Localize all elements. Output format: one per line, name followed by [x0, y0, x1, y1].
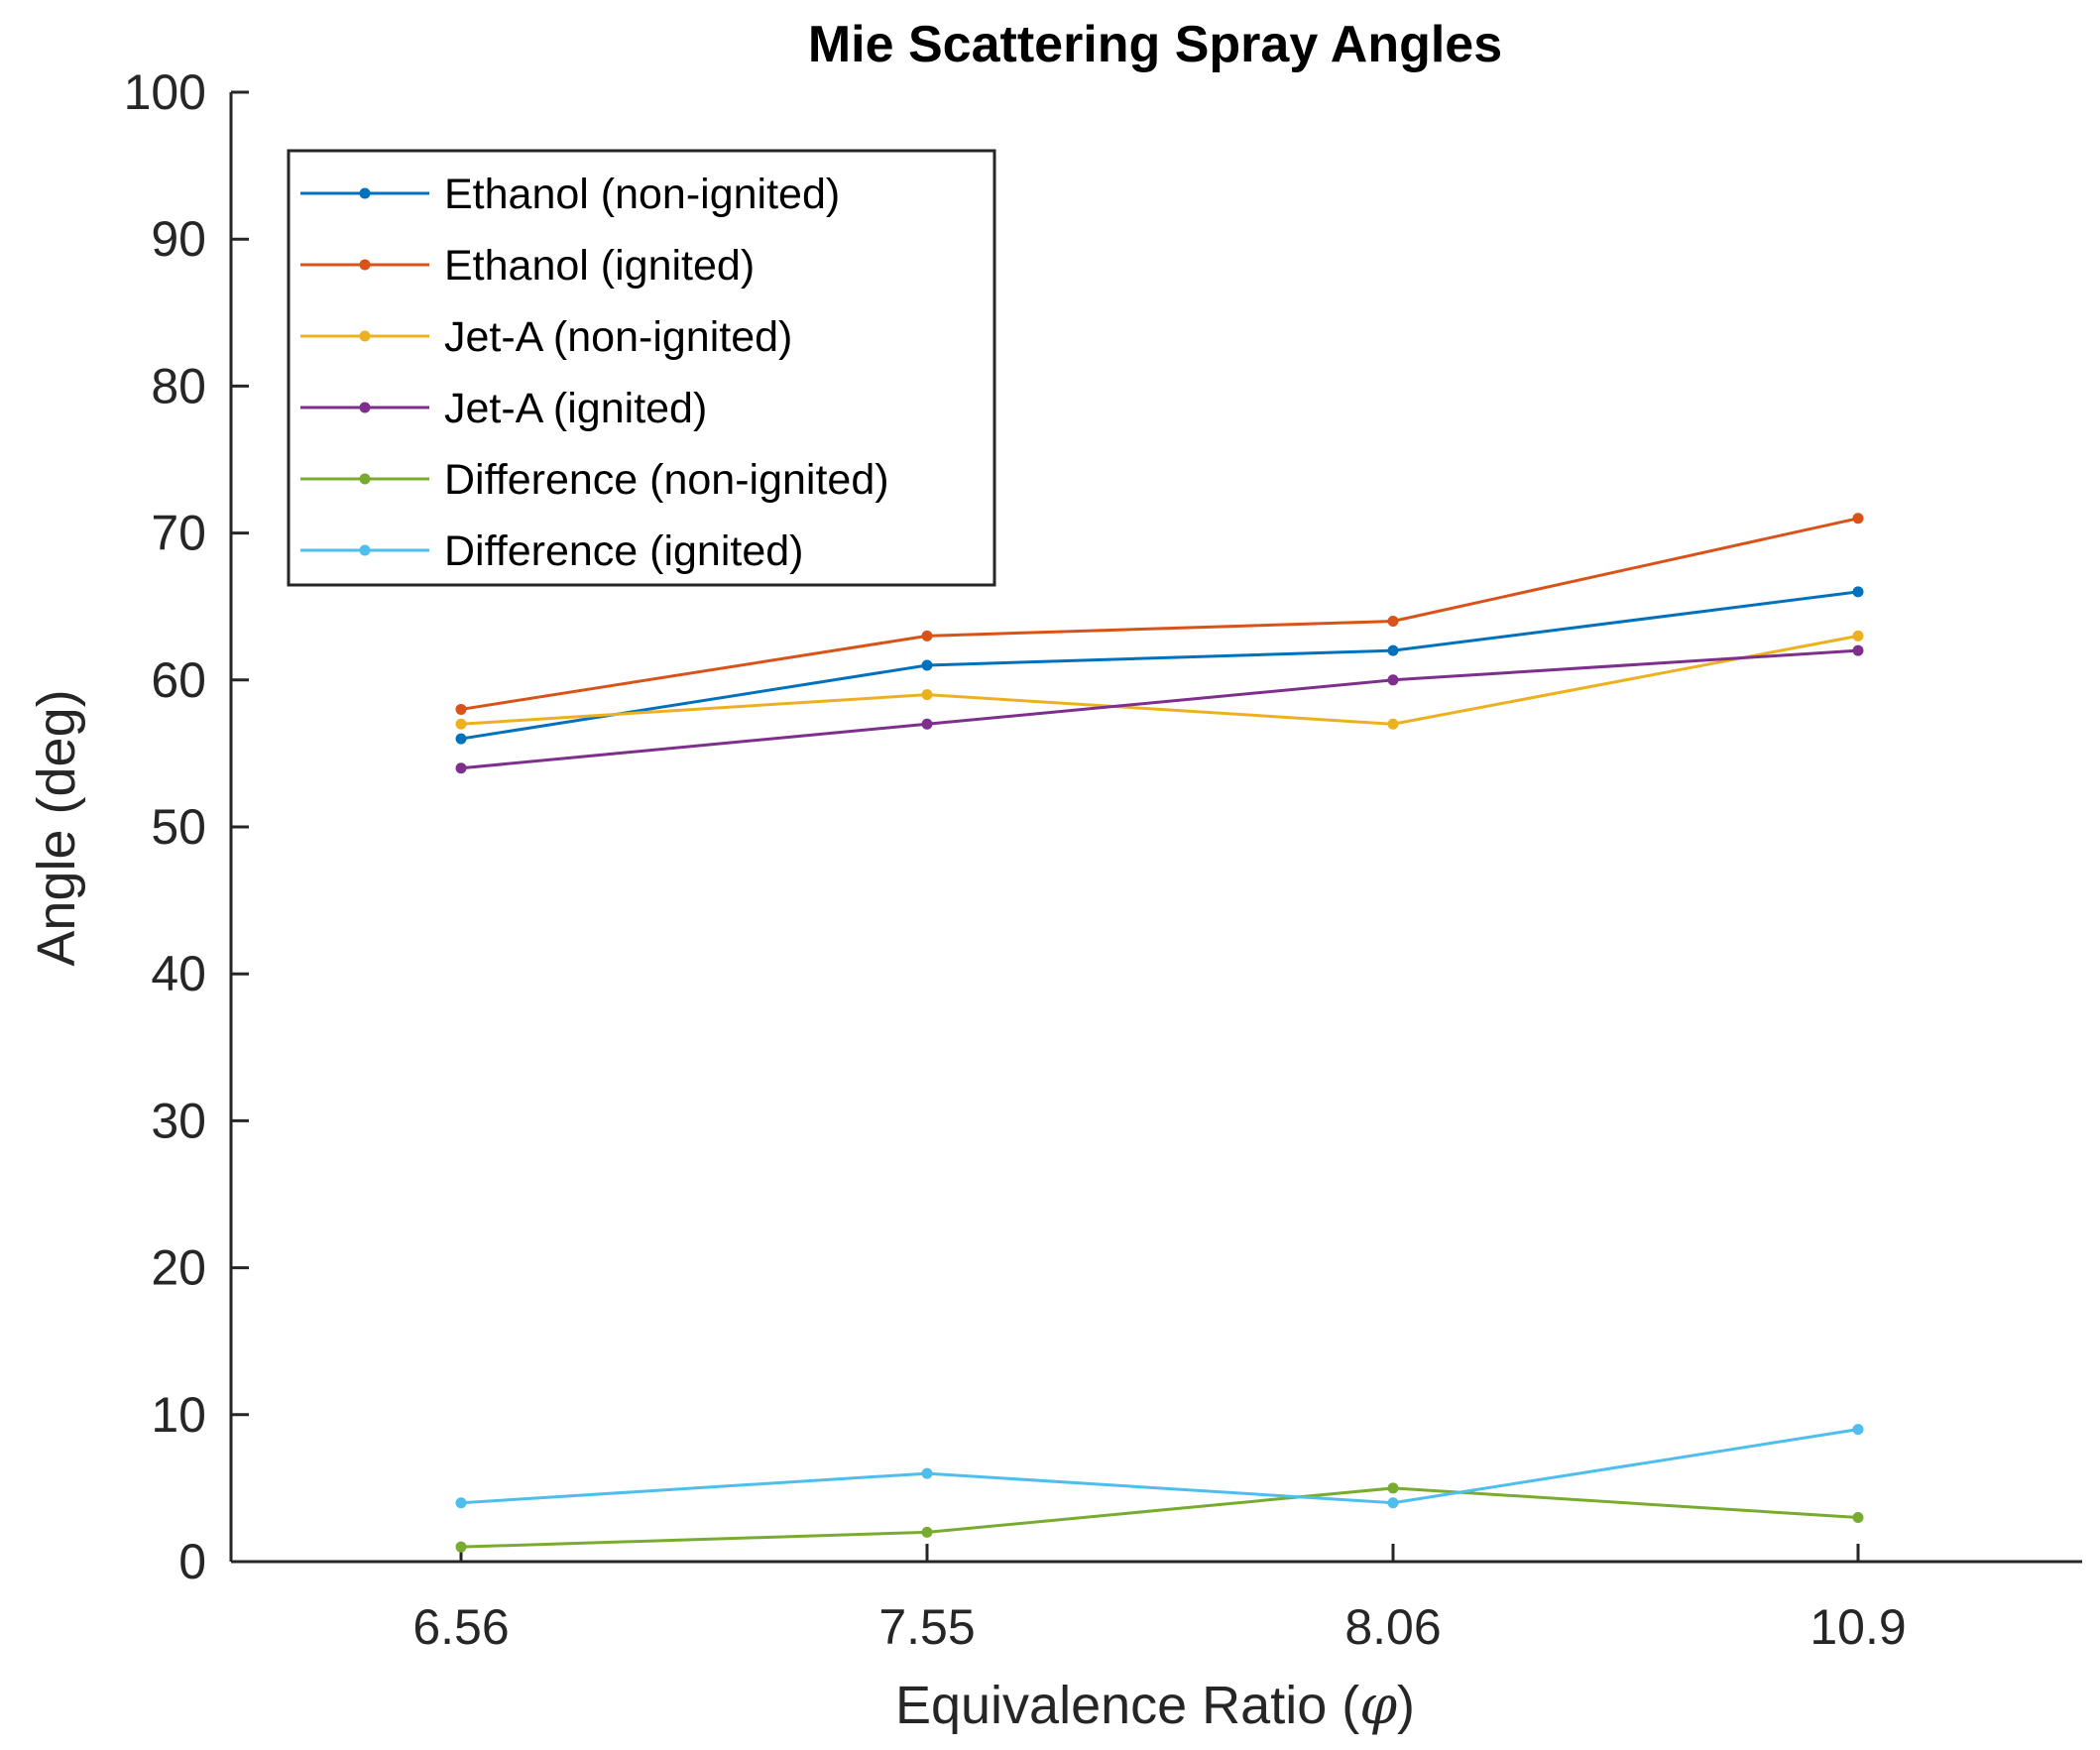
- series-line: [460, 648, 1859, 770]
- y-tick-label: 10: [151, 1387, 206, 1443]
- legend-swatch-marker: [359, 544, 371, 556]
- y-tick-label: 30: [151, 1093, 206, 1148]
- data-point: [1852, 1512, 1864, 1524]
- series-6: [455, 1424, 1864, 1509]
- series-5: [455, 1482, 1864, 1553]
- data-point: [921, 659, 933, 671]
- x-tick-label: 10.9: [1809, 1599, 1906, 1655]
- legend-label: Jet-A (non-ignited): [444, 313, 792, 361]
- series-line: [460, 1428, 1859, 1505]
- data-point: [921, 1526, 933, 1538]
- x-axis-label-suffix: ): [1397, 1676, 1415, 1735]
- series-2: [455, 513, 1864, 715]
- y-tick-label: 90: [151, 211, 206, 267]
- y-tick-label: 80: [151, 358, 206, 413]
- data-point: [455, 1541, 467, 1553]
- x-axis-ticks: 6.56 7.55 8.06 10.9: [412, 1544, 1907, 1655]
- series-line: [460, 634, 1859, 726]
- data-point: [455, 1497, 467, 1509]
- data-point: [455, 703, 467, 715]
- legend-label: Difference (non-ignited): [444, 456, 889, 504]
- legend-label: Ethanol (non-ignited): [444, 171, 840, 218]
- series-1: [455, 586, 1864, 745]
- data-point: [1852, 513, 1864, 525]
- legend-item: Ethanol (ignited): [300, 242, 755, 290]
- legend-swatch-marker: [359, 187, 371, 199]
- legend-item: Ethanol (non-ignited): [300, 171, 840, 218]
- legend-swatch-marker: [359, 330, 371, 342]
- y-axis-label: Angle (deg): [27, 689, 86, 966]
- data-point: [1387, 1482, 1399, 1494]
- series-3: [455, 630, 1864, 730]
- x-tick-label: 8.06: [1344, 1599, 1441, 1655]
- legend-box: [287, 149, 996, 587]
- data-point: [1387, 644, 1399, 656]
- data-point: [1387, 718, 1399, 730]
- series-line: [460, 1486, 1859, 1549]
- legend-label: Difference (ignited): [444, 527, 804, 575]
- x-tick-label: 7.55: [878, 1599, 975, 1655]
- legend-label: Ethanol (ignited): [444, 242, 755, 290]
- y-tick-label: 70: [151, 506, 206, 561]
- x-axis-label-prefix: Equivalence Ratio (: [895, 1676, 1359, 1735]
- legend: Ethanol (non-ignited) Ethanol (ignited) Je…: [287, 149, 996, 587]
- data-point: [921, 689, 933, 701]
- data-point: [455, 718, 467, 730]
- series-4: [455, 644, 1864, 774]
- data-point: [455, 733, 467, 745]
- x-tick-label: 6.56: [412, 1599, 509, 1655]
- y-tick-label: 20: [151, 1240, 206, 1296]
- data-point: [1852, 1424, 1864, 1436]
- y-tick-label: 40: [151, 946, 206, 1001]
- y-axis-ticks: 0 10 20 30 40 50 60 70 80 90 100: [124, 64, 249, 1589]
- legend-item: Difference (non-ignited): [300, 456, 889, 504]
- series-line: [460, 590, 1859, 741]
- legend-label: Jet-A (ignited): [444, 385, 707, 432]
- legend-swatch-marker: [359, 402, 371, 413]
- legend-item: Jet-A (non-ignited): [300, 313, 792, 361]
- series-line: [460, 517, 1859, 711]
- data-point: [921, 1467, 933, 1479]
- y-tick-label: 0: [178, 1534, 206, 1589]
- data-point: [455, 762, 467, 774]
- data-point: [1387, 1497, 1399, 1509]
- data-point: [1852, 644, 1864, 656]
- series-layer: [455, 513, 1864, 1553]
- data-point: [1387, 616, 1399, 628]
- legend-swatch-marker: [359, 259, 371, 271]
- legend-swatch-marker: [359, 473, 371, 485]
- chart-title: Mie Scattering Spray Angles: [808, 16, 1502, 73]
- y-tick-label: 100: [124, 64, 206, 120]
- x-axis-label: Equivalence Ratio (φ): [895, 1674, 1415, 1736]
- y-tick-label: 50: [151, 799, 206, 855]
- data-point: [921, 630, 933, 642]
- legend-item: Jet-A (ignited): [300, 385, 707, 432]
- legend-item: Difference (ignited): [300, 527, 804, 575]
- y-tick-label: 60: [151, 652, 206, 708]
- data-point: [1852, 630, 1864, 642]
- data-point: [1852, 586, 1864, 598]
- data-point: [1387, 674, 1399, 686]
- data-point: [921, 718, 933, 730]
- phi-symbol: φ: [1359, 1674, 1397, 1736]
